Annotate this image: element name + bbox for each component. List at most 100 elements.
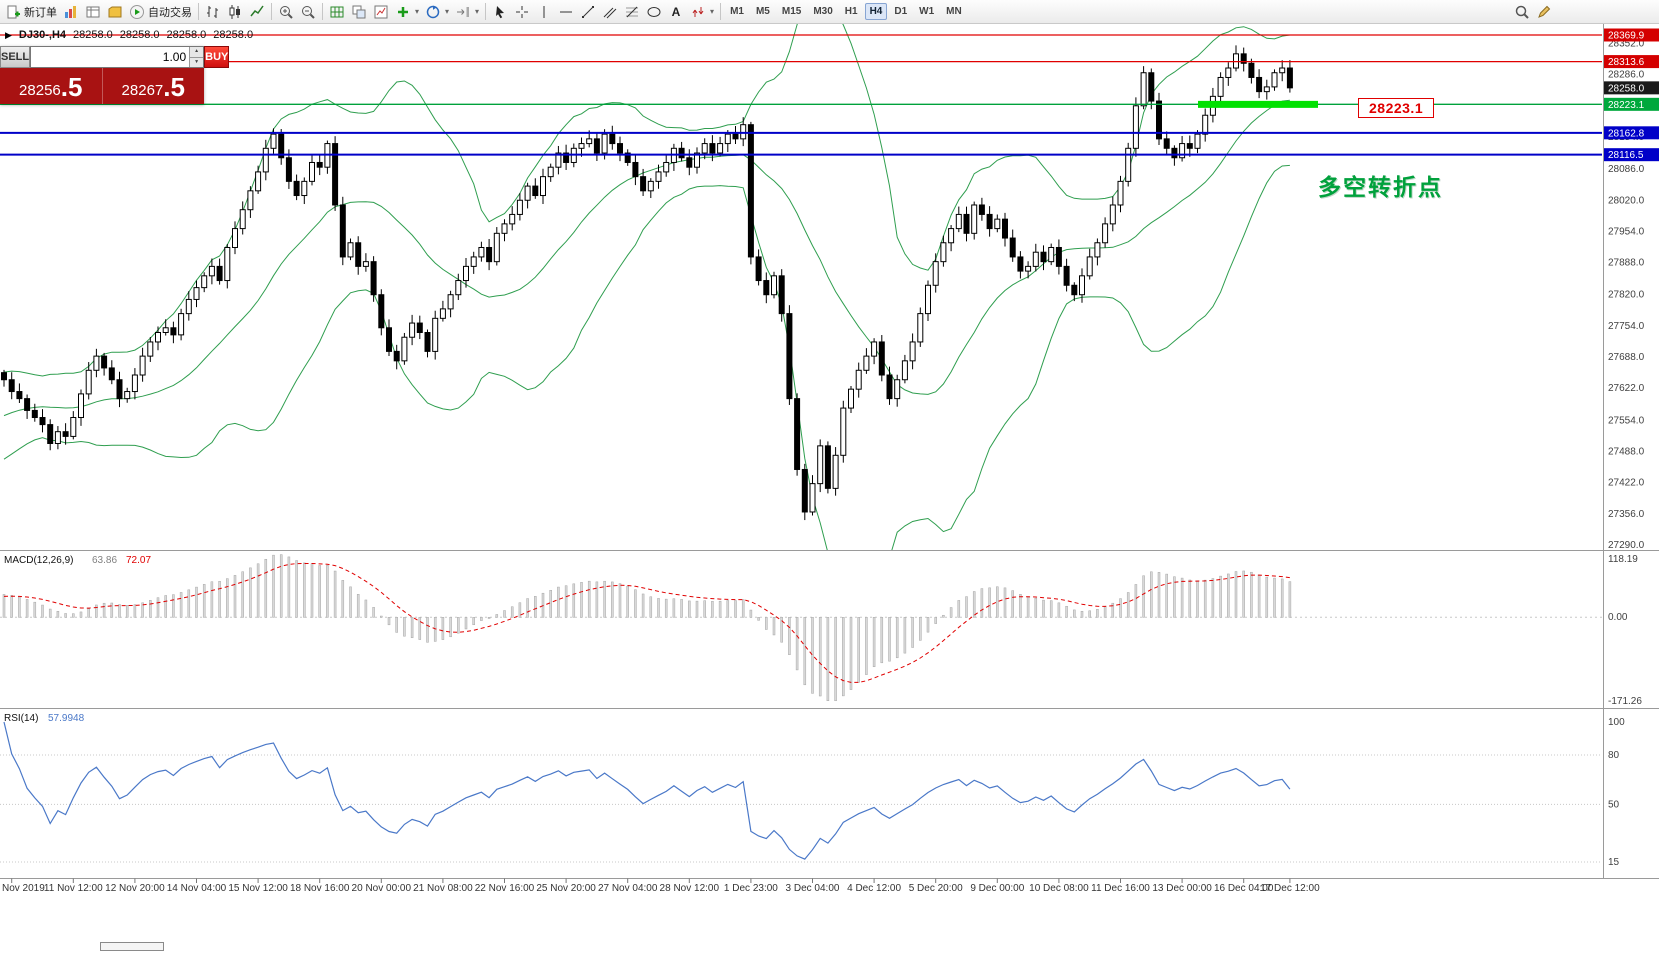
chart-shift-button[interactable]: ▾ (452, 2, 482, 22)
sell-button[interactable]: SELL (0, 46, 31, 68)
autoscroll-button[interactable]: ▾ (422, 2, 452, 22)
price-axis[interactable]: 28352.028286.028220.028154.028086.028020… (1604, 28, 1659, 552)
rsi-panel[interactable] (0, 721, 1602, 863)
profile-icon (63, 4, 79, 20)
zoom-out-icon (300, 4, 316, 20)
text-icon: A (668, 4, 684, 20)
svg-text:27688.0: 27688.0 (1608, 352, 1645, 363)
new-order-button[interactable]: 新订单 (2, 2, 60, 22)
tile-windows-button[interactable] (348, 2, 370, 22)
cursor-button[interactable] (489, 2, 511, 22)
timeframe-M30[interactable]: M30 (813, 6, 833, 17)
doc-new-icon (5, 4, 21, 20)
timeframe-M15[interactable]: M15 (781, 6, 802, 17)
tile-icon (351, 4, 367, 20)
svg-text:22 Nov 16:00: 22 Nov 16:00 (475, 883, 535, 894)
timeframe-W1[interactable]: W1 (919, 6, 935, 17)
macd-signal-line (3, 563, 1290, 683)
svg-text:28313.6: 28313.6 (1608, 57, 1645, 68)
volume-input[interactable] (31, 47, 190, 67)
macd-panel[interactable] (0, 554, 1602, 702)
price-level-label[interactable]: 28223.1 (1358, 98, 1435, 118)
chart-note-text[interactable]: 多空转折点 (1318, 174, 1443, 200)
sell-price-button[interactable]: 28256 .5 (0, 68, 103, 104)
vertical-line-button[interactable] (533, 2, 555, 22)
rsi-label: RSI(14) (4, 713, 38, 724)
sell-price-frac: .5 (60, 72, 83, 102)
bollinger-lower-band (3, 164, 1290, 550)
candlestick-chart-button[interactable] (224, 2, 246, 22)
bar-chart-button[interactable] (202, 2, 224, 22)
scrollbar-thumb[interactable] (100, 942, 164, 951)
buy-button[interactable]: BUY (204, 46, 230, 68)
autotrading-button-label: 自动交易 (148, 6, 192, 19)
one-click-toggle-icon[interactable]: ▶ (5, 29, 12, 40)
svg-text:-171.26: -171.26 (1608, 696, 1642, 707)
arrows-button[interactable]: ▾ (687, 2, 717, 22)
svg-text:11 Nov 12:00: 11 Nov 12:00 (44, 883, 103, 894)
volume-down-button[interactable]: ▼ (190, 56, 204, 67)
new-order-button-label: 新订单 (24, 6, 57, 19)
svg-text:9 Dec 00:00: 9 Dec 00:00 (970, 883, 1024, 894)
crosshair-button[interactable] (511, 2, 533, 22)
svg-text:Nov 2019: Nov 2019 (2, 883, 45, 894)
data-window-button[interactable] (82, 2, 104, 22)
time-axis[interactable]: Nov 2019 11 Nov 12:00 12 Nov 20:00 14 Nov 0… (2, 878, 1320, 895)
timeframe-M1[interactable]: M1 (730, 6, 744, 17)
buy-price-main: 28267 (121, 82, 164, 99)
svg-text:27422.0: 27422.0 (1608, 478, 1645, 489)
chevron-down-icon: ▾ (710, 7, 715, 16)
text-button[interactable]: A (665, 2, 687, 22)
autotrading-icon (129, 4, 145, 20)
svg-text:72.07: 72.07 (126, 555, 151, 566)
svg-text:63.86: 63.86 (92, 555, 117, 566)
edit-button[interactable] (1533, 2, 1555, 22)
svg-text:13 Dec 00:00: 13 Dec 00:00 (1152, 883, 1212, 894)
timeframe-D1[interactable]: D1 (894, 6, 908, 17)
shapes-icon (646, 4, 662, 20)
one-click-trading-panel: SELL ▲ ▼ BUY 28256 .5 28267 .5 (0, 46, 230, 104)
autotrading-button[interactable]: 自动交易 (126, 2, 195, 22)
trendline-icon (580, 4, 596, 20)
zoom-in-button[interactable] (275, 2, 297, 22)
trendline-button[interactable] (577, 2, 599, 22)
channel-button[interactable] (599, 2, 621, 22)
svg-text:28116.5: 28116.5 (1608, 150, 1644, 161)
candles-icon (227, 4, 243, 20)
horizontal-line-button[interactable] (555, 2, 577, 22)
svg-text:28 Nov 12:00: 28 Nov 12:00 (660, 883, 720, 894)
macd-label: MACD(12,26,9) (4, 555, 73, 566)
timeframe-H1[interactable]: H1 (844, 6, 858, 17)
shift-icon (455, 4, 471, 20)
timeframe-H4[interactable]: H4 (864, 3, 888, 20)
fibonacci-button[interactable] (621, 2, 643, 22)
add-indicator-icon (395, 4, 411, 20)
add-indicator-button[interactable]: ▾ (392, 2, 422, 22)
profiles-button[interactable] (60, 2, 82, 22)
zoom-in-icon (278, 4, 294, 20)
navigator-icon (107, 4, 123, 20)
svg-text:18 Nov 16:00: 18 Nov 16:00 (290, 883, 350, 894)
main-toolbar: 新订单 自动交易 ▾ ▾ ▾ A ▾ M1 M5 M15 M30 H1 H4 D1 W1 MN (0, 0, 1659, 24)
svg-text:28162.8: 28162.8 (1608, 128, 1645, 139)
channel-icon (602, 4, 618, 20)
svg-text:28086.0: 28086.0 (1608, 164, 1645, 175)
timeframe-M5[interactable]: M5 (755, 6, 770, 17)
shapes-button[interactable] (643, 2, 665, 22)
bollinger-upper-band (3, 24, 1290, 377)
svg-text:14 Nov 04:00: 14 Nov 04:00 (167, 883, 227, 894)
indicators-button[interactable] (370, 2, 392, 22)
svg-text:15: 15 (1608, 857, 1620, 868)
timeframe-MN[interactable]: MN (946, 6, 962, 17)
zoom-out-button[interactable] (297, 2, 319, 22)
grid-button[interactable] (326, 2, 348, 22)
navigator-button[interactable] (104, 2, 126, 22)
buy-price-button[interactable]: 28267 .5 (103, 68, 205, 104)
line-chart-button[interactable] (246, 2, 268, 22)
horizontal-scrollbar[interactable] (0, 941, 1659, 953)
volume-up-button[interactable]: ▲ (190, 47, 204, 57)
svg-text:12 Nov 20:00: 12 Nov 20:00 (105, 883, 165, 894)
search-button[interactable] (1511, 2, 1533, 22)
bollinger-middle-band (3, 99, 1290, 417)
